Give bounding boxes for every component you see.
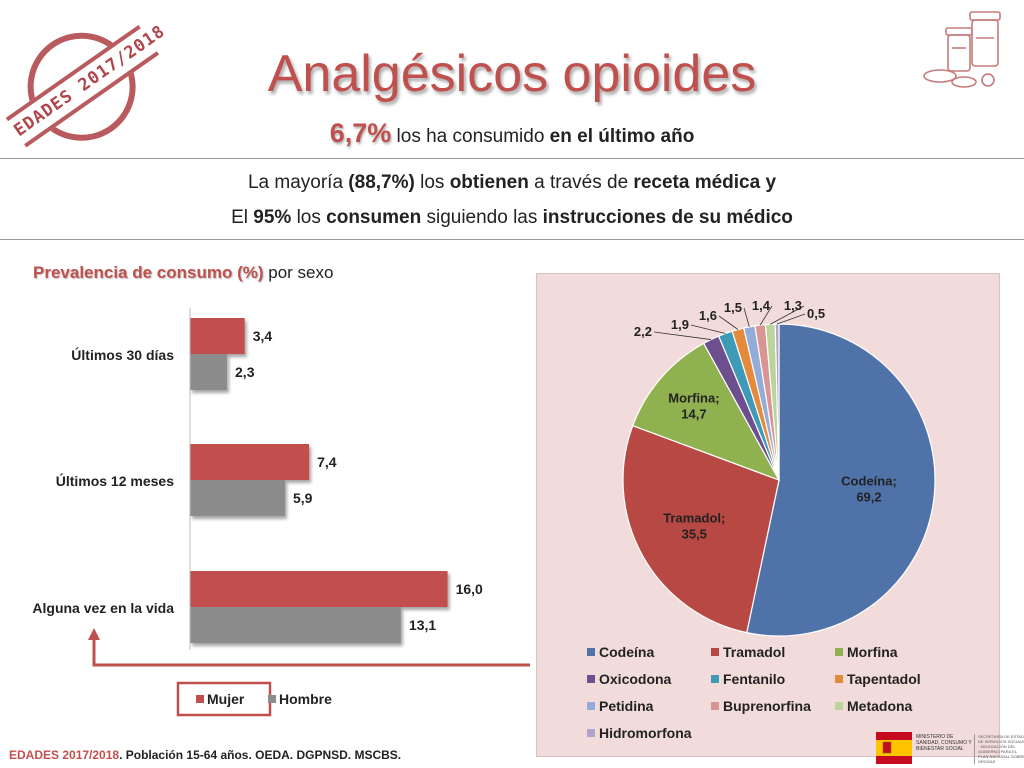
pie-legend-label: Fentanilo	[723, 671, 785, 687]
info1-d: obtienen	[449, 172, 529, 193]
bar-category-label: Alguna vez en la vida	[32, 600, 174, 616]
pie-label-codeína: Codeína; 69,2	[841, 473, 897, 504]
headline: 6,7% los ha consumido en el último año	[0, 118, 1024, 149]
bar-mujer	[190, 318, 245, 354]
info2-a: El	[231, 207, 254, 228]
info1-e: a través de	[528, 172, 634, 193]
pie-leader-line	[776, 313, 806, 325]
opioid-pie-chart: Codeína; 69,2 Tramadol; 35,5 Morfina; 14,7 2,2…	[587, 298, 936, 741]
arrow-head-icon	[88, 628, 100, 640]
bar-value-label: 3,4	[253, 328, 273, 344]
pie-label-metadona: 1,3	[784, 298, 802, 313]
pie-label-petidina: 1,5	[724, 300, 742, 315]
bar-value-label: 7,4	[317, 454, 337, 470]
pie-legend-swatch	[835, 702, 843, 710]
info-line-1: La mayoría (88,7%) los obtienen a través…	[0, 172, 1024, 194]
pie-legend-swatch	[587, 702, 595, 710]
bar-category-label: Últimos 30 días	[71, 346, 174, 363]
footer-source: EDADES 2017/2018. Población 15-64 años. …	[9, 748, 401, 762]
ministry-logo: MINISTERIO DE SANIDAD, CONSUMO Y BIENEST…	[876, 730, 1024, 768]
legend-label-hombre: Hombre	[279, 691, 332, 707]
prevalence-title-main: Prevalencia de consumo (%)	[33, 263, 264, 282]
pie-label-buprenorfina: 1,4	[752, 298, 771, 313]
info2-f: instrucciones de su médico	[542, 207, 793, 228]
pie-legend-swatch	[711, 702, 719, 710]
headline-bold: en el último año	[549, 126, 695, 147]
pie-legend-swatch	[711, 675, 719, 683]
pie-label-oxicodona: 2,2	[634, 324, 652, 339]
prevalence-title-rest: por sexo	[263, 263, 334, 282]
pie-label-tramadol: Tramadol; 35,5	[663, 511, 725, 542]
bar-hombre	[190, 354, 228, 390]
pie-legend-label: Oxicodona	[599, 671, 672, 687]
bar-mujer	[190, 571, 448, 607]
info2-c: los	[291, 207, 327, 228]
info1-c: los	[414, 172, 450, 193]
spain-coat-of-arms-icon	[876, 732, 912, 764]
pie-slice-tramadol	[622, 424, 780, 634]
pie-label-fentanilo: 1,9	[671, 317, 689, 332]
pie-legend-label: Metadona	[847, 698, 913, 714]
pie-leader-line	[770, 305, 805, 325]
pie-leader-line	[743, 307, 750, 327]
prevalence-title: Prevalencia de consumo (%) por sexo	[33, 263, 333, 283]
info-line-2: El 95% los consumen siguiendo las instru…	[0, 207, 1024, 229]
page-title: Analgésicos opioides	[267, 45, 757, 103]
pie-slice-morfina	[631, 342, 781, 482]
prevalence-bar-chart: Últimos 30 días 3,4 2,3 Últimos 12 meses 7,4…	[32, 308, 530, 717]
pie-slice-codeína	[746, 323, 936, 637]
pie-legend-label: Hidromorfona	[599, 725, 692, 741]
footer-rest: . Población 15-64 años. OEDA. DGPNSD. MS…	[119, 748, 402, 762]
info1-a: La mayoría	[247, 172, 349, 193]
pie-legend-label: Tapentadol	[847, 671, 921, 687]
info1-f: receta médica y	[633, 172, 777, 193]
ministry-name: MINISTERIO DE SANIDAD, CONSUMO Y BIENEST…	[916, 734, 972, 752]
arrow-connector	[92, 638, 530, 667]
pie-panel: Codeína; 69,2 Tramadol; 35,5 Morfina; 14,7 2,2…	[536, 273, 1000, 757]
pie-label-tapentadol: 1,6	[699, 308, 717, 323]
legend-swatch-mujer	[196, 695, 204, 703]
pie-legend-label: Codeína	[599, 644, 654, 660]
bar-hombre	[190, 480, 285, 516]
info2-d: consumen	[326, 207, 422, 228]
bar-mujer	[190, 444, 310, 480]
pie-leader-line	[718, 315, 739, 330]
bar-value-label: 5,9	[293, 490, 313, 506]
bar-value-label: 2,3	[235, 364, 255, 380]
pie-legend-label: Petidina	[599, 698, 654, 714]
pie-legend-swatch	[587, 729, 595, 737]
legend-label-mujer: Mujer	[207, 691, 245, 707]
pie-legend-swatch	[587, 648, 595, 656]
footer-red: EDADES 2017/2018	[9, 748, 120, 762]
info2-b: 95%	[253, 207, 292, 228]
pie-label-hidromorfona: 0,5	[807, 306, 825, 321]
ministry-secretariat: SECRETARÍA DE ESTADO DE SERVICIOS SOCIAL…	[974, 734, 1024, 764]
headline-pct: 6,7%	[329, 118, 392, 148]
bar-hombre	[190, 607, 401, 643]
divider-top	[0, 158, 1024, 159]
pie-leader-line	[759, 305, 773, 326]
pie-legend-swatch	[587, 675, 595, 683]
info1-b: (88,7%)	[348, 172, 415, 193]
info2-e: siguiendo las	[421, 207, 543, 228]
pie-label-morfina: Morfina; 14,7	[668, 391, 719, 422]
bar-category-label: Últimos 12 meses	[56, 472, 174, 489]
pie-legend-swatch	[711, 648, 719, 656]
pie-leader-line	[653, 331, 712, 340]
pie-legend-swatch	[835, 675, 843, 683]
pie-leader-line	[690, 324, 726, 334]
bar-value-label: 16,0	[456, 581, 483, 597]
pill-bottles-icon	[923, 11, 1001, 88]
legend-swatch-hombre	[268, 695, 276, 703]
pie-legend-label: Morfina	[847, 644, 898, 660]
headline-text: los ha consumido	[391, 126, 550, 147]
pie-legend-swatch	[835, 648, 843, 656]
bar-value-label: 13,1	[409, 617, 436, 633]
pie-legend-label: Tramadol	[723, 644, 785, 660]
pie-legend-label: Buprenorfina	[723, 698, 811, 714]
divider-bottom	[0, 239, 1024, 240]
